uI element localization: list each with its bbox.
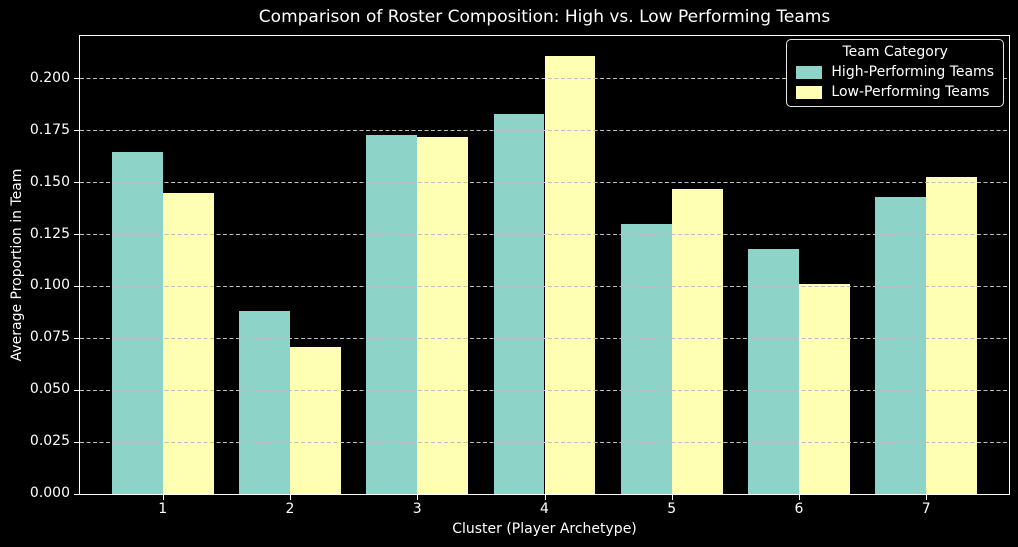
legend-item: Low-Performing Teams	[796, 84, 994, 100]
bar-low-cluster-3	[417, 137, 469, 494]
y-tick-label: 0.000	[29, 485, 70, 501]
legend-label: Low-Performing Teams	[831, 84, 990, 100]
x-axis-label: Cluster (Player Archetype)	[452, 521, 637, 537]
bar-high-cluster-6	[748, 249, 799, 494]
y-gridline	[80, 285, 1009, 287]
x-tick-mark	[926, 495, 928, 500]
x-tick-mark	[799, 495, 801, 500]
y-tick-mark	[74, 285, 79, 287]
y-tick-mark	[74, 389, 79, 391]
bar-high-cluster-2	[239, 311, 290, 494]
x-tick-label: 4	[540, 501, 549, 517]
legend-swatch-low-performing	[796, 85, 823, 99]
y-tick-mark	[74, 130, 79, 132]
bar-low-cluster-4	[544, 56, 596, 494]
y-axis-label: Average Proportion in Team	[9, 168, 25, 362]
plot-area: Team Category High-Performing Teams Low-P…	[79, 35, 1010, 495]
y-tick-mark	[74, 337, 79, 339]
y-gridline	[80, 441, 1009, 443]
x-tick-mark	[417, 495, 419, 500]
y-tick-mark	[74, 493, 79, 495]
x-tick-mark	[544, 495, 546, 500]
bar-high-cluster-1	[111, 151, 163, 494]
y-gridline	[80, 78, 1009, 80]
y-tick-label: 0.100	[29, 277, 70, 294]
y-tick-label: 0.025	[29, 433, 70, 450]
chart-title: Comparison of Roster Composition: High v…	[258, 7, 831, 27]
x-tick-label: 5	[667, 501, 677, 517]
y-tick-label: 0.075	[29, 329, 70, 346]
y-tick-label: 0.125	[29, 225, 70, 242]
x-tick-label: 3	[412, 501, 422, 517]
y-gridline	[80, 182, 1009, 184]
legend-item: High-Performing Teams	[796, 64, 994, 80]
bar-high-cluster-5	[620, 224, 672, 494]
x-tick-label: 1	[158, 501, 168, 517]
legend-title: Team Category	[842, 44, 948, 60]
y-tick-label: 0.175	[29, 121, 70, 138]
y-tick-label: 0.150	[29, 173, 70, 190]
bar-low-cluster-1	[162, 193, 214, 494]
y-tick-label: 0.050	[29, 381, 70, 398]
y-tick-mark	[74, 78, 79, 80]
y-tick-mark	[74, 234, 79, 236]
bar-low-cluster-5	[671, 188, 723, 494]
bar-low-cluster-6	[799, 284, 850, 494]
bar-high-cluster-7	[875, 197, 927, 494]
y-tick-label: 0.200	[29, 69, 70, 86]
legend-swatch-high-performing	[796, 65, 823, 79]
legend-label: High-Performing Teams	[831, 64, 994, 80]
y-gridline	[80, 130, 1009, 132]
legend: Team Category High-Performing Teams Low-P…	[786, 39, 1004, 107]
x-tick-label: 6	[794, 501, 804, 517]
y-gridline	[80, 234, 1009, 236]
bar-low-cluster-7	[926, 176, 978, 494]
bar-high-cluster-3	[366, 135, 418, 494]
plot-inner	[80, 36, 1009, 494]
x-tick-label: 7	[921, 501, 931, 517]
y-tick-mark	[74, 182, 79, 184]
bar-high-cluster-4	[493, 114, 545, 494]
y-gridline	[80, 389, 1009, 391]
bar-low-cluster-2	[289, 346, 341, 494]
x-tick-mark	[671, 495, 673, 500]
x-tick-mark	[162, 495, 164, 500]
x-tick-mark	[289, 495, 291, 500]
y-tick-mark	[74, 441, 79, 443]
x-tick-label: 2	[285, 501, 295, 517]
y-gridline	[80, 337, 1009, 339]
